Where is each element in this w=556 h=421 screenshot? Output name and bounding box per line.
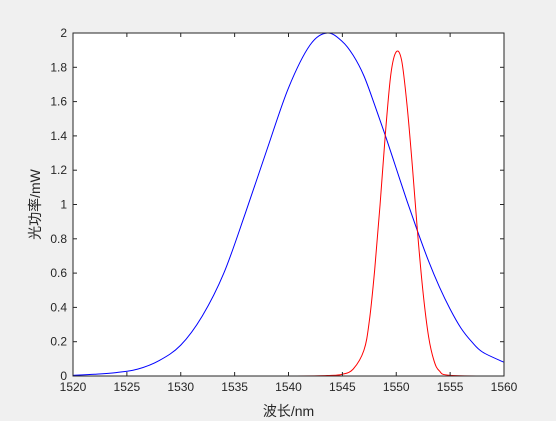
y-tick-label: 0.8	[50, 232, 67, 246]
x-tick-label: 1550	[383, 380, 410, 394]
series-line-blue	[72, 32, 505, 376]
x-axis-label: 波长/nm	[263, 403, 314, 419]
y-tick-label: 0.2	[50, 335, 67, 349]
x-tick-label: 1555	[437, 380, 464, 394]
y-axis-label: 光功率/mW	[27, 168, 43, 240]
x-tick-label: 1530	[167, 380, 194, 394]
y-axis-ticks: 0 0.2 0.4 0.6 0.8 1 1.2 1.4 1.6 1.8 2	[50, 26, 504, 383]
y-tick-label: 2	[60, 26, 67, 40]
y-tick-label: 1.6	[50, 95, 67, 109]
x-axis-ticks: 1520 1525 1530 1535 1540 1545 1550 1555 1560	[60, 33, 518, 394]
y-tick-label: 0	[60, 369, 67, 383]
x-tick-label: 1560	[491, 380, 518, 394]
x-tick-label: 1520	[60, 380, 87, 394]
y-tick-label: 1.2	[50, 163, 67, 177]
x-tick-label: 1545	[329, 380, 356, 394]
y-tick-label: 1.4	[50, 129, 67, 143]
x-tick-label: 1535	[221, 380, 248, 394]
y-tick-label: 1.8	[50, 60, 67, 74]
y-tick-label: 1	[60, 198, 67, 212]
x-tick-label: 1525	[114, 380, 141, 394]
y-tick-label: 0.4	[50, 300, 67, 314]
plot-background	[73, 33, 504, 376]
x-tick-label: 1540	[275, 380, 302, 394]
y-tick-label: 0.6	[50, 266, 67, 280]
